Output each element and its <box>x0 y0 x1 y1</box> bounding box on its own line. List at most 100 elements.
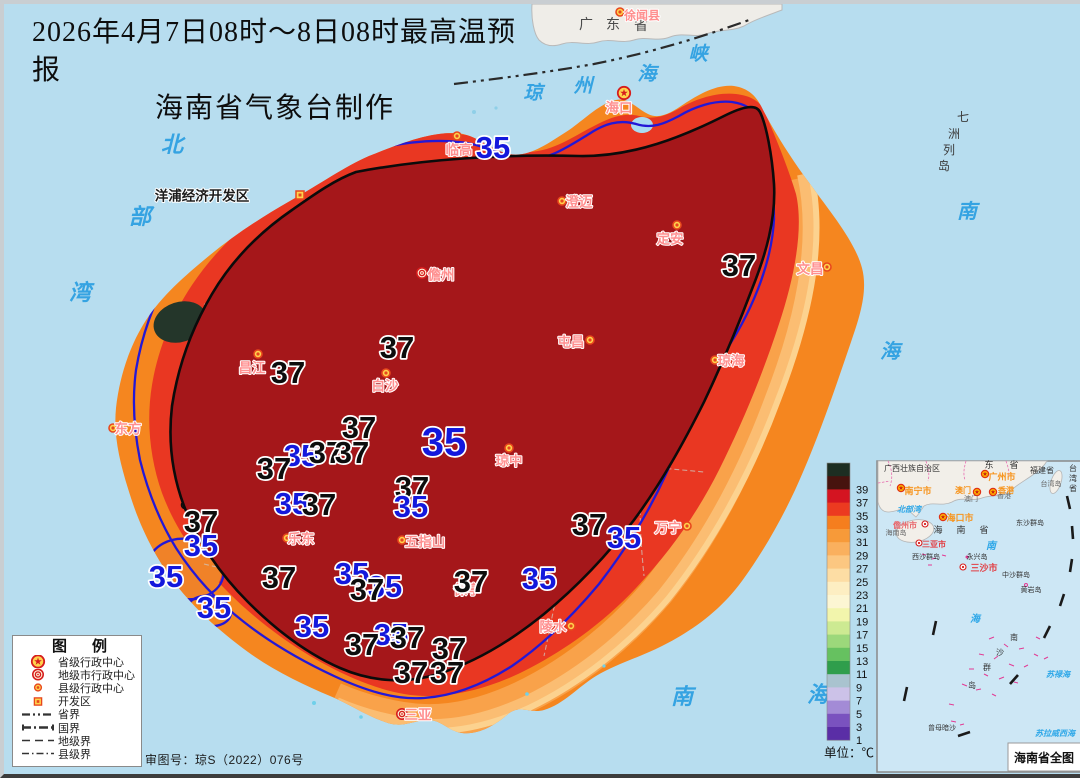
colorbar-tick: 27 <box>856 564 868 576</box>
temp-contour-label: 37 <box>572 507 606 542</box>
inset-title-box <box>1007 742 1080 772</box>
temp-contour-label: 37 <box>309 435 343 470</box>
inset-sea-label: 海 <box>970 613 982 625</box>
nine-dash-line <box>902 495 1075 738</box>
inset-place-label: 西沙群岛 <box>912 552 940 561</box>
inset-place-label: 永兴岛 <box>967 552 988 561</box>
inset-place-label: 东 <box>984 459 993 470</box>
city-label: 儋州 <box>428 267 455 283</box>
colorbar-block <box>827 621 850 635</box>
legend-item: 省界 <box>18 708 141 721</box>
inset-place-label: 香港 <box>997 491 1011 500</box>
inset-city-marker <box>972 487 982 497</box>
colorbar-tick: 3 <box>856 722 862 734</box>
temp-contour-label: 37 <box>271 355 305 390</box>
city-marker <box>253 349 263 359</box>
temp-contour-label: 37 <box>302 487 336 522</box>
inset-city-label: 澳门 <box>955 485 971 495</box>
temp-contour-label: 35 <box>422 420 467 464</box>
region-label: 广 <box>579 16 593 32</box>
inset-city-label: 南宁市 <box>904 485 931 496</box>
city-marker <box>452 131 462 141</box>
sea-label: 琼 <box>523 82 545 104</box>
sea-label: 峡 <box>688 43 710 65</box>
temp-contour-label: 37 <box>722 248 756 283</box>
colorbar-tick: 39 <box>856 484 868 496</box>
temp-contour-label: 37 <box>342 410 376 445</box>
sea-label: 南 <box>671 684 697 709</box>
temp-contour-label: 37 <box>454 564 488 599</box>
legend-item: 县级行政中心 <box>18 681 141 695</box>
map-title: 2026年4月7日08时～8日08时最高温预报 海南省气象台制作 <box>32 14 518 128</box>
temp-contour-label: 37 <box>430 655 464 690</box>
sea-label: 州 <box>573 75 595 97</box>
colorbar-block <box>827 661 850 675</box>
temp-contour-label: 35 <box>284 438 318 473</box>
city-label: 琼海 <box>718 353 746 369</box>
temp-contour-label: 35 <box>522 561 556 596</box>
city-label: 洋浦经济开发区 <box>155 188 250 204</box>
colorbar-tick: 19 <box>856 616 868 628</box>
city-label: 东方 <box>115 421 142 437</box>
sea-label: 湾 <box>69 280 95 305</box>
inset-city-marker <box>896 483 906 493</box>
colorbar-block <box>827 700 850 715</box>
temp-contour-label: 37 <box>380 330 414 365</box>
city-marker <box>396 708 408 720</box>
inset-place-label: 澳门 <box>964 494 978 503</box>
city-marker <box>710 355 720 365</box>
colorbar-tick: 33 <box>856 524 868 536</box>
temp-contour-label: 35 <box>394 489 428 524</box>
inset-place-label: 省 <box>1009 459 1018 470</box>
legend-rows: 省级行政中心 地级市行政中心 县级行政中心 开发区 省界 国界 地级界 县级界 <box>18 655 141 761</box>
county-icon <box>18 681 58 694</box>
inset-sea-label: 北部湾 <box>897 504 923 514</box>
temp-contour-label: 37 <box>390 620 424 655</box>
colorbar-block <box>827 568 850 583</box>
city-label: 三亚 <box>405 708 432 723</box>
inset-sea-label: 苏拉威西海 <box>1035 729 1077 738</box>
inset-city-marker <box>980 469 990 479</box>
colorbar-tick: 1 <box>856 735 862 747</box>
colorbar-tick: 9 <box>856 682 862 694</box>
colorbar-block <box>827 687 850 701</box>
inset-place-label: 海 <box>933 524 942 535</box>
title-line-2: 海南省气象台制作 <box>154 93 395 124</box>
temp-contour-label: 35 <box>149 559 183 594</box>
city-label: 保亭 <box>453 582 481 598</box>
colorbar-tick: 37 <box>856 498 868 510</box>
colorbar-tick: 21 <box>856 603 868 615</box>
temp-contour-label: 35 <box>607 520 641 555</box>
inset-city-label: 三沙市 <box>970 562 997 573</box>
prefecture-icon <box>18 668 58 681</box>
city-marker <box>108 423 118 433</box>
inset-city-label: 海口市 <box>946 512 973 523</box>
city-label: 临高 <box>446 142 473 158</box>
inset-city-label: 儋州市 <box>893 520 917 530</box>
colorbar-tick: 29 <box>856 550 868 562</box>
region-label: 东 <box>606 16 620 32</box>
legend-item-label: 县级界 <box>58 748 91 761</box>
inset-city-label: 广州市 <box>988 471 1015 482</box>
colorbar-tick: 13 <box>856 656 868 668</box>
colorbar-block <box>827 542 850 556</box>
colorbar-tick: 7 <box>856 696 862 708</box>
city-marker <box>397 535 407 545</box>
island-group-label: 列 <box>943 143 955 157</box>
legend-box: 图 例 省级行政中心 地级市行政中心 县级行政中心 开发区 省界 国界 地级界 县级界 <box>12 635 142 767</box>
temp-contour-label: 37 <box>335 435 369 470</box>
inset-city-marker <box>959 563 967 571</box>
inset-place-label: 南 <box>1010 632 1018 642</box>
province-line-icon <box>18 708 58 721</box>
temp-contour-label: 35 <box>275 486 309 521</box>
city-marker <box>416 267 428 279</box>
prefecture-line-icon <box>18 734 58 747</box>
city-label: 陵水 <box>540 619 568 635</box>
city-marker <box>615 7 625 17</box>
devzone-marker <box>33 696 43 706</box>
temp-contour-label: 37 <box>395 470 429 505</box>
inset-place-label: 广西壮族自治区 <box>884 463 940 473</box>
legend-item: 县级界 <box>18 747 141 761</box>
